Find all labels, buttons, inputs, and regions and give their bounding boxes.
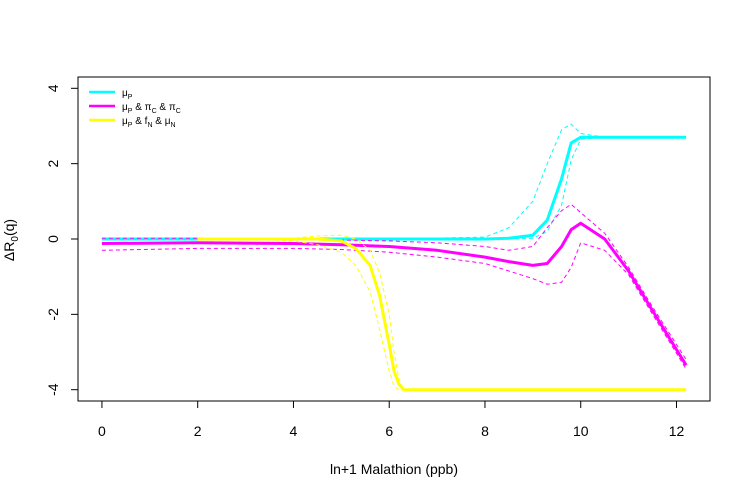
- x-tick-label: 12: [669, 423, 685, 439]
- legend: μP μP & πC & πC μP & fN & μN: [89, 88, 181, 129]
- x-tick-label: 8: [481, 423, 489, 439]
- series-lower-bound-line: [101, 136, 687, 240]
- y-tick-label: 4: [45, 84, 61, 92]
- series-upper-bound-line: [197, 234, 687, 391]
- series-mean-line: [101, 135, 687, 241]
- series-2: [197, 234, 687, 392]
- y-tick-label: 2: [45, 160, 61, 168]
- legend-label-mup: μP: [122, 88, 133, 101]
- x-tick-label: 2: [194, 423, 202, 439]
- y-tick-label: -2: [45, 308, 61, 321]
- x-axis-title: ln+1 Malathion (ppb): [330, 461, 458, 477]
- y-tick-label: 0: [45, 235, 61, 243]
- series-lower-bound-line: [101, 242, 687, 370]
- series-layer: [101, 123, 688, 392]
- legend-label-mup-fn: μP & fN & μN: [122, 116, 176, 129]
- y-axis-title: ΔR0(q): [1, 219, 21, 261]
- series-upper-bound-line: [101, 123, 687, 240]
- series-1: [101, 203, 688, 370]
- series-0: [101, 123, 687, 241]
- series-upper-bound-line: [101, 203, 687, 360]
- x-tick-label: 6: [385, 423, 393, 439]
- series-mean-line: [101, 221, 688, 366]
- series-mean-line: [197, 237, 687, 392]
- x-tick-label: 10: [573, 423, 589, 439]
- x-tick-label: 4: [290, 423, 298, 439]
- legend-label-mup-pic: μP & πC & πC: [122, 102, 181, 115]
- series-lower-bound-line: [197, 238, 687, 391]
- y-tick-label: -4: [45, 383, 61, 396]
- axes: 0 2 4 6 8 10 12 -4 -2 0 2 4: [45, 84, 684, 439]
- x-tick-label: 0: [98, 423, 106, 439]
